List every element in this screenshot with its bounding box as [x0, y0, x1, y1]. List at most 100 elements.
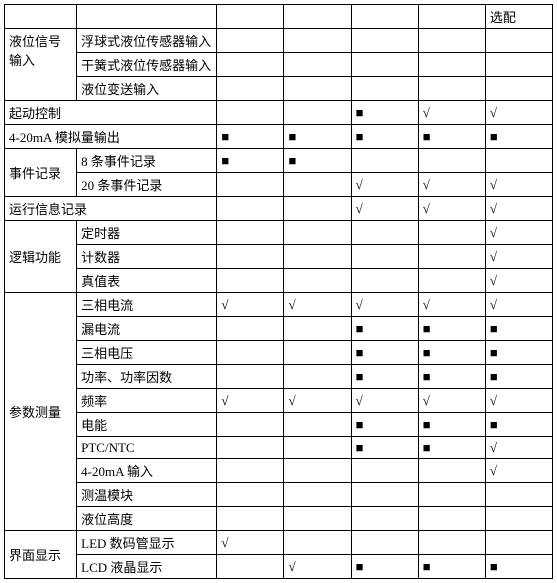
mark [284, 531, 351, 555]
mark [418, 269, 485, 293]
mark: √ [351, 389, 418, 413]
mark: √ [418, 101, 485, 125]
mark [418, 149, 485, 173]
row-label: 测温模块 [77, 483, 217, 507]
row-label: 三相电压 [77, 341, 217, 365]
row-label: 干簧式液位传感器输入 [77, 53, 217, 77]
mark: √ [351, 293, 418, 317]
mark [485, 531, 552, 555]
mark [284, 269, 351, 293]
group-液位信号输入: 液位信号输入 [5, 29, 77, 101]
row-label: 液位变送输入 [77, 77, 217, 101]
mark: √ [217, 389, 284, 413]
mark [485, 77, 552, 101]
mark [284, 101, 351, 125]
mark [351, 221, 418, 245]
row-label: LED 数码管显示 [77, 531, 217, 555]
mark [418, 483, 485, 507]
mark [284, 459, 351, 483]
mark: √ [485, 459, 552, 483]
mark [418, 221, 485, 245]
row-label: 真值表 [77, 269, 217, 293]
mark [217, 221, 284, 245]
mark: √ [485, 269, 552, 293]
mark [351, 483, 418, 507]
mark [351, 269, 418, 293]
mark: √ [217, 531, 284, 555]
mark [284, 29, 351, 53]
table-row: 计数器 √ [5, 245, 553, 269]
blank [77, 5, 217, 29]
mark [284, 53, 351, 77]
mark [217, 483, 284, 507]
row-label: PTC/NTC [77, 437, 217, 459]
mark [418, 77, 485, 101]
mark [217, 101, 284, 125]
mark [284, 483, 351, 507]
blank [284, 5, 351, 29]
mark: √ [284, 555, 351, 579]
blank [5, 5, 77, 29]
mark [485, 149, 552, 173]
table-row: 界面显示 LED 数码管显示 √ [5, 531, 553, 555]
mark [217, 365, 284, 389]
mark: ■ [351, 555, 418, 579]
table-row: 4-20mA 模拟量输出 ■ ■ ■ ■ ■ [5, 125, 553, 149]
table-row: 参数测量 三相电流 √ √ √ √ √ [5, 293, 553, 317]
mark: √ [485, 437, 552, 459]
mark: ■ [485, 413, 552, 437]
mark [217, 245, 284, 269]
mark [217, 29, 284, 53]
mark [217, 269, 284, 293]
mark [418, 245, 485, 269]
table-row: 频率 √ √ √ √ √ [5, 389, 553, 413]
mark [284, 341, 351, 365]
mark: √ [485, 197, 552, 221]
table-row: 干簧式液位传感器输入 [5, 53, 553, 77]
table-row: 液位变送输入 [5, 77, 553, 101]
row-label: LCD 液晶显示 [77, 555, 217, 579]
table-row: 电能 ■ ■ ■ [5, 413, 553, 437]
mark: ■ [351, 317, 418, 341]
mark: ■ [418, 365, 485, 389]
mark: √ [485, 101, 552, 125]
group-4-20mA模拟量输出: 4-20mA 模拟量输出 [5, 125, 217, 149]
mark: ■ [351, 125, 418, 149]
mark: √ [351, 173, 418, 197]
mark: ■ [351, 101, 418, 125]
mark: ■ [217, 125, 284, 149]
mark [217, 317, 284, 341]
table-row: 4-20mA 输入 √ [5, 459, 553, 483]
mark [217, 173, 284, 197]
mark [217, 459, 284, 483]
table-row: 测温模块 [5, 483, 553, 507]
mark: √ [418, 173, 485, 197]
row-label: 电能 [77, 413, 217, 437]
mark [485, 483, 552, 507]
blank [217, 5, 284, 29]
mark: √ [284, 389, 351, 413]
table-row: 运行信息记录 √ √ √ [5, 197, 553, 221]
mark: √ [485, 173, 552, 197]
mark [418, 459, 485, 483]
mark [351, 459, 418, 483]
blank [418, 5, 485, 29]
mark: ■ [418, 437, 485, 459]
mark [217, 437, 284, 459]
table-row: 功率、功率因数 ■ ■ ■ [5, 365, 553, 389]
table-row: 20 条事件记录 √ √ √ [5, 173, 553, 197]
mark: ■ [418, 341, 485, 365]
table-row: 事件记录 8 条事件记录 ■ ■ [5, 149, 553, 173]
mark [284, 245, 351, 269]
mark: ■ [418, 317, 485, 341]
header-选配: 选配 [485, 5, 552, 29]
mark: ■ [485, 555, 552, 579]
mark [351, 53, 418, 77]
mark: √ [418, 293, 485, 317]
table-row: 三相电压 ■ ■ ■ [5, 341, 553, 365]
mark: √ [351, 197, 418, 221]
mark: ■ [351, 413, 418, 437]
row-label: 功率、功率因数 [77, 365, 217, 389]
mark: ■ [485, 317, 552, 341]
table-row: 漏电流 ■ ■ ■ [5, 317, 553, 341]
